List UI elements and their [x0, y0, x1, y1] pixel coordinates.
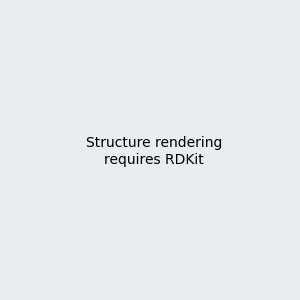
Text: Structure rendering
requires RDKit: Structure rendering requires RDKit	[85, 136, 222, 166]
